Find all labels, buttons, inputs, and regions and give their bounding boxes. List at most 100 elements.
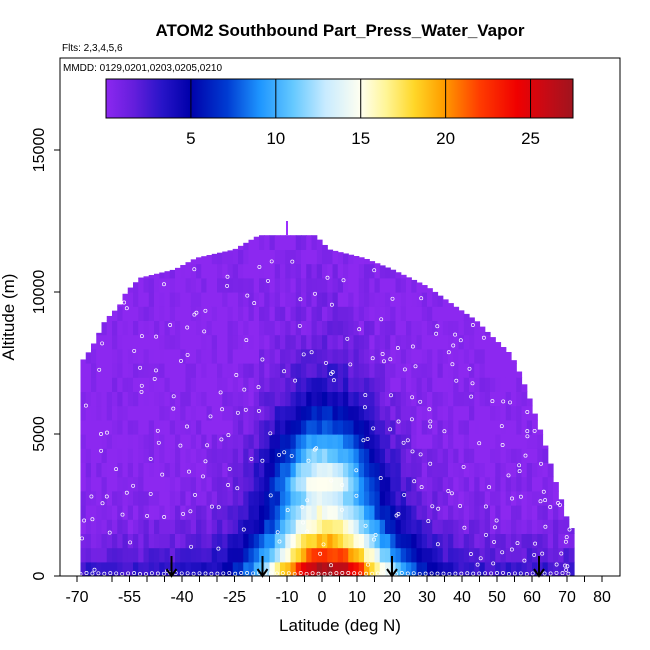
sample-point bbox=[405, 571, 410, 576]
heatmap-cell bbox=[127, 292, 134, 307]
heatmap-cell bbox=[154, 505, 160, 520]
heatmap-cell bbox=[542, 547, 549, 563]
heatmap-cell bbox=[474, 448, 481, 463]
heatmap-cell bbox=[285, 533, 292, 549]
heatmap-cell bbox=[175, 462, 181, 478]
heatmap-cell bbox=[243, 292, 250, 307]
heatmap-cell bbox=[248, 505, 255, 520]
heatmap-cell bbox=[322, 348, 328, 364]
heatmap-cell bbox=[448, 462, 454, 478]
heatmap-cell bbox=[148, 519, 155, 534]
sample-point bbox=[419, 485, 424, 490]
heatmap-cell bbox=[117, 348, 124, 364]
heatmap-cell bbox=[185, 262, 192, 265]
sample-point bbox=[316, 571, 321, 576]
heatmap-cell bbox=[301, 263, 307, 279]
heatmap-cell bbox=[348, 505, 355, 520]
heatmap-cell bbox=[148, 533, 155, 549]
heatmap-cell bbox=[138, 476, 145, 492]
heatmap-cell bbox=[495, 462, 502, 478]
heatmap-cell bbox=[280, 348, 286, 364]
heatmap-cell bbox=[327, 405, 334, 421]
sample-point bbox=[548, 505, 553, 509]
heatmap-cell bbox=[416, 462, 423, 478]
heatmap-cell bbox=[253, 348, 260, 364]
heatmap-cell bbox=[432, 363, 439, 378]
sample-point bbox=[252, 301, 257, 306]
heatmap-cell bbox=[442, 320, 449, 336]
heatmap-cell bbox=[516, 505, 523, 520]
heatmap-cell bbox=[526, 505, 533, 520]
sample-point bbox=[394, 513, 399, 518]
sample-point bbox=[405, 438, 410, 443]
heatmap-cell bbox=[253, 320, 260, 336]
heatmap-cell bbox=[227, 419, 234, 435]
heatmap-cell bbox=[332, 490, 339, 506]
heatmap-cell bbox=[526, 547, 533, 563]
heatmap-cell bbox=[280, 462, 286, 478]
heatmap-cell bbox=[490, 448, 496, 463]
heatmap-cell bbox=[159, 405, 166, 421]
heatmap-cell bbox=[143, 292, 150, 307]
sample-point bbox=[522, 558, 527, 563]
heatmap-cell bbox=[227, 334, 234, 350]
heatmap-cell bbox=[248, 448, 255, 463]
heatmap-cell bbox=[159, 320, 166, 336]
heatmap-cell bbox=[374, 519, 381, 534]
heatmap-cell bbox=[117, 434, 124, 449]
heatmap-cell bbox=[479, 419, 486, 435]
heatmap-cell bbox=[385, 277, 391, 293]
heatmap-cell bbox=[264, 505, 271, 520]
heatmap-cell bbox=[269, 434, 276, 449]
sample-point bbox=[80, 536, 84, 541]
heatmap-cell bbox=[358, 334, 365, 350]
heatmap-cell bbox=[400, 561, 407, 576]
heatmap-cell bbox=[490, 348, 496, 364]
heatmap-cell bbox=[232, 334, 239, 350]
heatmap-cell bbox=[406, 292, 412, 307]
heatmap-cell bbox=[421, 561, 428, 576]
heatmap-cell bbox=[164, 377, 171, 392]
heatmap-cell bbox=[285, 419, 292, 435]
heatmap-cell bbox=[311, 505, 318, 520]
heatmap-cell bbox=[232, 405, 239, 421]
heatmap-cell bbox=[390, 377, 397, 392]
heatmap-cell bbox=[521, 533, 528, 549]
heatmap-cell bbox=[316, 434, 323, 449]
heatmap-cell bbox=[500, 405, 507, 421]
heatmap-cell bbox=[133, 533, 139, 549]
heatmap-cell bbox=[106, 334, 113, 350]
heatmap-cell bbox=[537, 519, 544, 534]
heatmap-cell bbox=[96, 505, 103, 520]
heatmap-cell bbox=[379, 292, 386, 307]
heatmap-cell bbox=[122, 363, 129, 378]
heatmap-cell bbox=[264, 377, 271, 392]
heatmap-cell bbox=[479, 462, 486, 478]
heatmap-cell bbox=[416, 419, 423, 435]
heatmap-cell bbox=[474, 334, 481, 350]
heatmap-cell bbox=[369, 306, 376, 321]
heatmap-cell bbox=[553, 547, 559, 563]
heatmap-cell bbox=[127, 448, 134, 463]
heatmap-cell bbox=[243, 306, 250, 321]
heatmap-cell bbox=[437, 419, 444, 435]
sample-point bbox=[107, 530, 112, 535]
heatmap-cell bbox=[122, 448, 129, 463]
heatmap-cell bbox=[469, 519, 475, 534]
heatmap-cell bbox=[311, 292, 318, 307]
heatmap-cell bbox=[143, 476, 150, 492]
sample-point bbox=[388, 357, 393, 362]
heatmap-cell bbox=[411, 476, 418, 492]
heatmap-cell bbox=[343, 419, 349, 435]
heatmap-cell bbox=[101, 505, 108, 520]
heatmap-cell bbox=[479, 334, 486, 350]
heatmap-cell bbox=[353, 476, 360, 492]
heatmap-cell bbox=[285, 462, 292, 478]
heatmap-cell bbox=[117, 391, 124, 407]
sample-point bbox=[269, 259, 274, 264]
heatmap-cell bbox=[164, 334, 171, 350]
heatmap-cell bbox=[568, 561, 575, 576]
heatmap-cell bbox=[274, 547, 281, 563]
heatmap-cell bbox=[400, 320, 407, 336]
heatmap-cell bbox=[180, 448, 187, 463]
